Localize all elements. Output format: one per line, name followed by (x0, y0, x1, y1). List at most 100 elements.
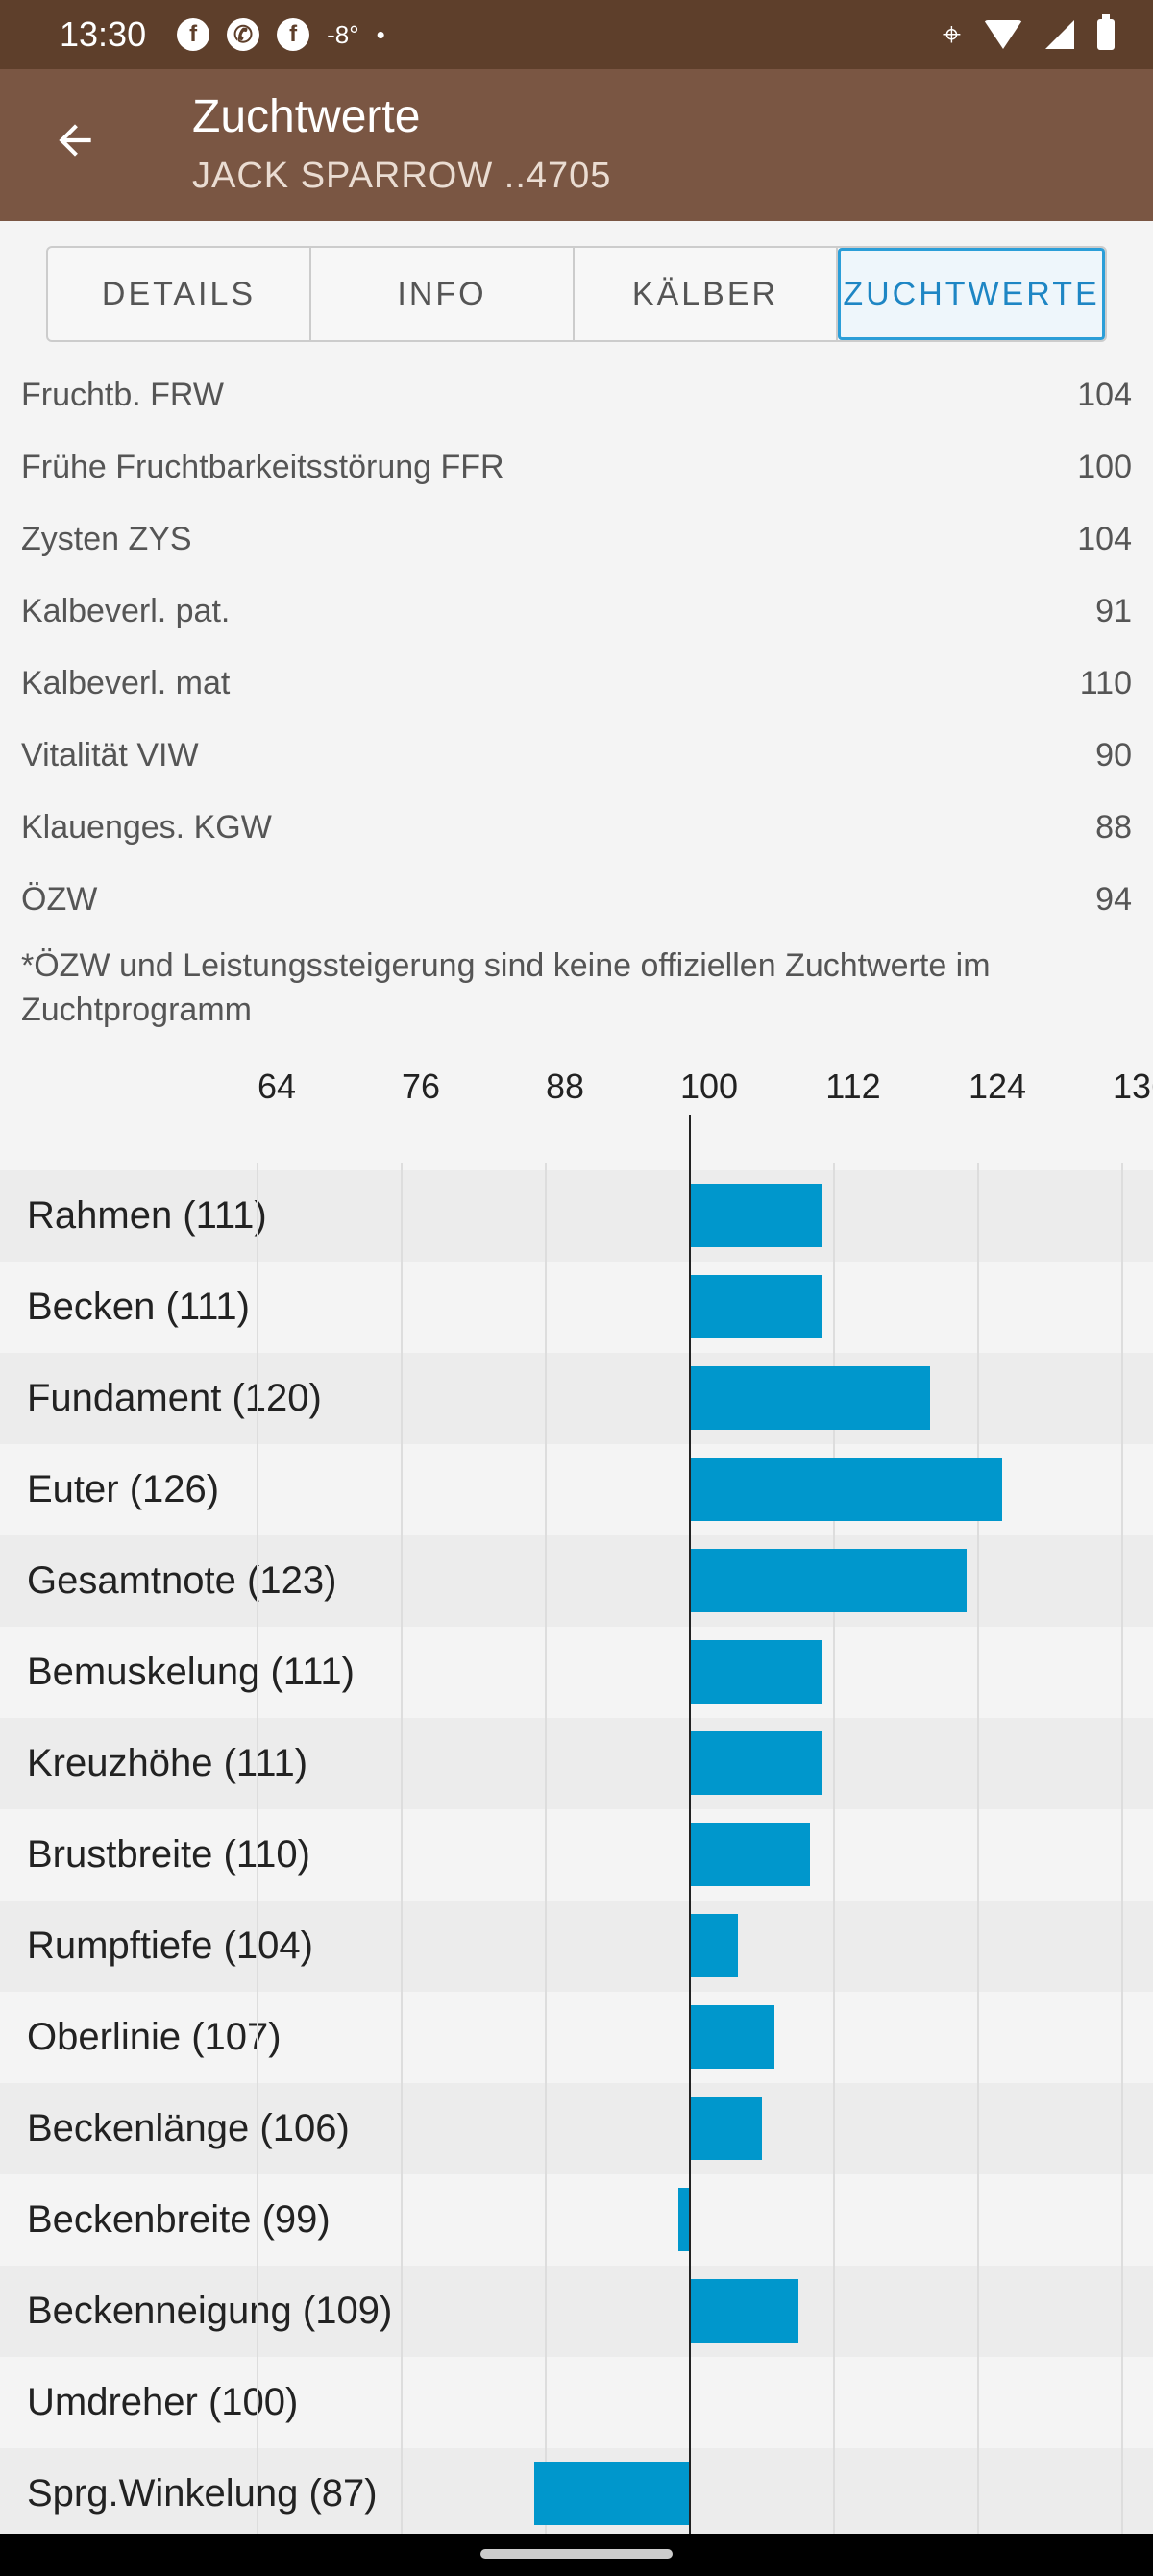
chart-tick-label: 136 (1112, 1067, 1153, 1106)
chart-category-label: Beckenlänge (106) (27, 2107, 350, 2149)
notification-dot: • (376, 19, 385, 49)
value-number: 91 (1095, 593, 1132, 629)
chart-bar (690, 1366, 930, 1430)
list-item: Vitalität VIW 90 (0, 720, 1153, 792)
chart-category-label: Brustbreite (110) (27, 1833, 310, 1876)
facebook-icon: f (177, 18, 210, 51)
signal-icon (1045, 20, 1074, 49)
chart-row: Kreuzhöhe (111) (0, 1718, 1153, 1809)
value-number: 100 (1077, 449, 1132, 485)
footnote: *ÖZW und Leistungssteigerung sind keine … (21, 947, 991, 1028)
value-label: ÖZW (21, 881, 98, 918)
value-number: 90 (1095, 737, 1132, 773)
chart-bar (690, 1914, 738, 1977)
chart-row: Oberlinie (107) (0, 1992, 1153, 2083)
wifi-icon (984, 20, 1022, 49)
tab-zuchtwerte[interactable]: ZUCHTWERTE (838, 248, 1105, 340)
chart-category-label: Beckenneigung (109) (27, 2290, 393, 2332)
tab-info[interactable]: INFO (311, 248, 575, 340)
chart-category-label: Gesamtnote (123) (27, 1559, 337, 1602)
list-item: Zysten ZYS 104 (0, 503, 1153, 576)
chart-category-label: Rahmen (111) (27, 1194, 267, 1237)
chart-category-label: Umdreher (100) (27, 2381, 299, 2423)
value-label: Vitalität VIW (21, 737, 199, 773)
chart-bar (690, 2005, 774, 2069)
chart-category-label: Sprg.Winkelung (87) (27, 2472, 378, 2515)
chart-bar (690, 1184, 822, 1247)
chart-bar (690, 1731, 822, 1795)
back-button[interactable] (46, 111, 104, 169)
chart-category-label: Bemuskelung (111) (27, 1651, 355, 1693)
chart-bar (690, 1823, 810, 1886)
value-label: Fruchtb. FRW (21, 377, 224, 413)
tab-bar: DETAILS INFO KÄLBER ZUCHTWERTE (46, 246, 1107, 342)
value-number: 104 (1077, 521, 1132, 557)
list-item: Kalbeverl. mat 110 (0, 648, 1153, 720)
chart-gridline (833, 1163, 835, 2576)
value-number: 110 (1079, 665, 1132, 701)
chart-baseline (689, 1115, 691, 2576)
list-item: Frühe Fruchtbarkeitsstörung FFR 100 (0, 431, 1153, 503)
tab-details[interactable]: DETAILS (48, 248, 311, 340)
value-label: Zysten ZYS (21, 521, 192, 557)
chart-bar (690, 1640, 822, 1704)
arrow-left-icon (59, 124, 91, 157)
location-icon: ⌖ (942, 15, 961, 53)
chart-row: Fundament (120) (0, 1353, 1153, 1444)
chart-category-label: Oberlinie (107) (27, 2016, 282, 2058)
breeding-values-chart: Rahmen (111) Becken (111) Fundament (120) E… (0, 1057, 1153, 2576)
value-number: 94 (1095, 881, 1132, 918)
value-label: Kalbeverl. mat (21, 665, 231, 701)
list-item: Fruchtb. FRW 104 (0, 359, 1153, 431)
chart-bar (690, 1549, 967, 1612)
chart-row: Umdreher (100) (0, 2357, 1153, 2448)
chart-row: Brustbreite (110) (0, 1809, 1153, 1901)
chart-bar (677, 2188, 690, 2251)
chart-tick-label: 100 (679, 1067, 739, 1106)
value-number: 104 (1077, 377, 1132, 413)
value-label: Klauenges. KGW (21, 809, 272, 846)
chart-tick-label: 88 (545, 1067, 585, 1106)
list-item: Klauenges. KGW 88 (0, 792, 1153, 864)
chart-tick-label: 124 (968, 1067, 1027, 1106)
chart-row: Gesamtnote (123) (0, 1535, 1153, 1627)
temperature: -8° (327, 19, 359, 49)
chart-gridline (401, 1163, 403, 2576)
chart-category-label: Euter (126) (27, 1468, 220, 1510)
chart-bar (690, 2097, 762, 2160)
chart-gridline (257, 1163, 258, 2576)
chart-bar (690, 2279, 798, 2343)
page-subtitle: JACK SPARROW ..4705 (192, 156, 612, 196)
list-item: ÖZW 94 (0, 864, 1153, 936)
chart-row: Euter (126) (0, 1444, 1153, 1535)
chart-category-label: Kreuzhöhe (111) (27, 1742, 308, 1784)
navigation-bar (0, 2534, 1153, 2576)
value-number: 88 (1095, 809, 1132, 846)
chart-tick-label: 76 (401, 1067, 441, 1106)
chart-category-label: Rumpftiefe (104) (27, 1925, 313, 1967)
facebook-icon: f (277, 18, 310, 51)
chart-category-label: Fundament (120) (27, 1377, 322, 1419)
chart-row: Becken (111) (0, 1262, 1153, 1353)
chart-category-label: Beckenbreite (99) (27, 2198, 331, 2241)
chart-gridline (545, 1163, 547, 2576)
chart-row: Beckenlänge (106) (0, 2083, 1153, 2174)
breeding-values-list: Fruchtb. FRW 104 Frühe Fruchtbarkeitsstö… (0, 359, 1153, 936)
page-title: Zuchtwerte (192, 91, 421, 142)
home-gesture-handle[interactable] (480, 2549, 673, 2559)
chart-row: Rahmen (111) (0, 1170, 1153, 1262)
battery-icon (1097, 14, 1115, 50)
chart-tick-label: 112 (825, 1067, 881, 1106)
chart-tick-label: 64 (257, 1067, 297, 1106)
chart-row: Beckenneigung (109) (0, 2266, 1153, 2357)
chart-row: Beckenbreite (99) (0, 2174, 1153, 2266)
whatsapp-icon: ✆ (227, 18, 260, 51)
tab-kaelber[interactable]: KÄLBER (575, 248, 838, 340)
chart-bar (533, 2462, 690, 2525)
chart-gridline (1121, 1163, 1123, 2576)
value-label: Frühe Fruchtbarkeitsstörung FFR (21, 449, 504, 485)
chart-gridline (977, 1163, 979, 2576)
status-time: 13:30 (60, 14, 147, 54)
chart-bar (690, 1275, 822, 1338)
chart-bar (690, 1458, 1002, 1521)
